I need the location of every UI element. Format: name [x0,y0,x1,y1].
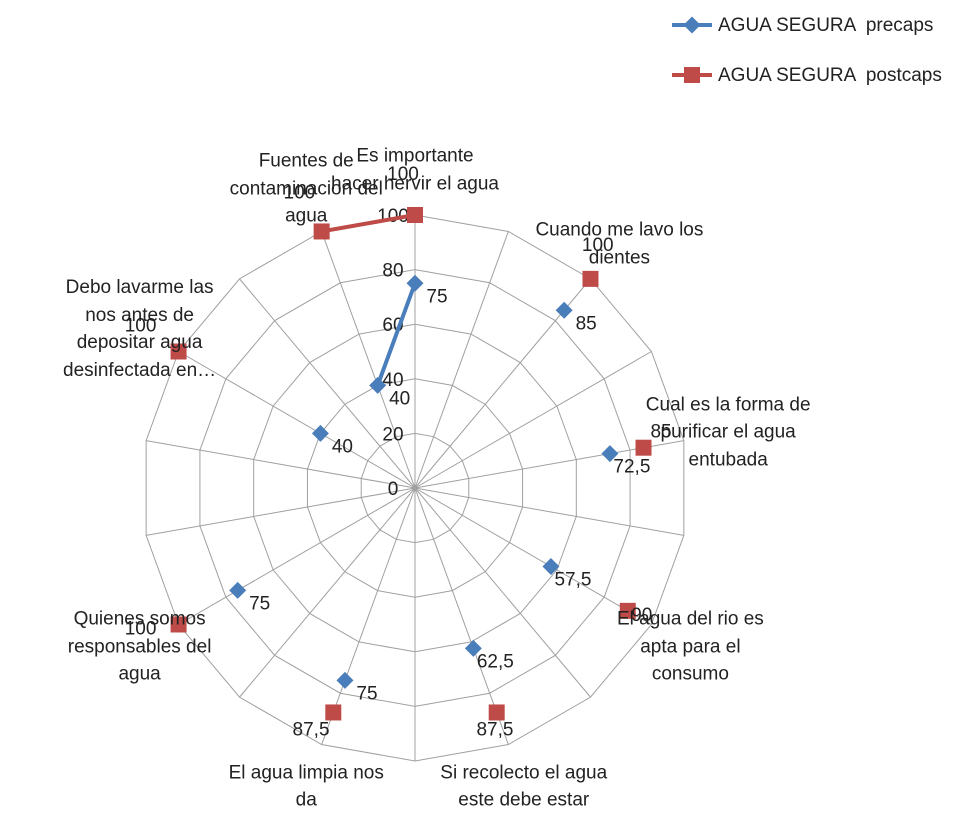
spoke [239,278,416,489]
marker [336,671,354,689]
marker [369,376,387,394]
axis-tick-label: 20 [382,424,403,445]
data-label: 40 [332,436,353,457]
data-label: 57,5 [554,570,591,591]
category-label: Es importante hacer hervir el agua [331,145,499,194]
data-label: 100 [125,316,157,337]
data-label: 100 [284,182,316,203]
marker [229,581,247,599]
marker [170,343,187,360]
data-label: 62,5 [477,651,514,672]
category-label: El agua del rio es apta para el consumo [616,608,764,685]
spoke [414,487,652,625]
spoke [414,231,509,489]
data-label: 87,5 [476,720,513,741]
marker [464,639,482,657]
category-label: Cual es la forma de purificar el agua en… [645,394,811,471]
marker [542,558,560,575]
data-label: 40 [389,388,410,409]
spoke [414,487,684,536]
axis-tick-label: 40 [382,370,403,391]
axis-tick-label: 0 [388,479,399,500]
spoke [321,487,416,745]
category-label: Fuentes de contaminacion del agua [229,150,383,227]
marker [555,301,573,319]
data-label: 87,5 [293,720,330,741]
marker [325,704,342,721]
marker [311,424,329,442]
marker [407,207,423,223]
series-line [375,282,417,387]
marker [601,445,619,463]
data-label: 75 [426,286,447,307]
axis-tick-label: 80 [382,261,403,282]
data-label: 90 [631,605,652,626]
marker [170,616,187,633]
data-label: 75 [356,683,377,704]
spoke [178,351,416,489]
spoke [414,487,591,698]
marker [619,602,636,619]
spoke [414,351,652,489]
spoke [414,487,509,745]
data-label: 85 [650,422,671,443]
legend-marker [683,16,701,34]
data-label: 100 [387,164,419,185]
data-label: 75 [249,593,270,614]
data-label: 85 [576,313,597,334]
series-line [321,213,416,234]
category-label: Debo lavarme las nos antes de depositar … [63,276,217,381]
spoke [146,440,416,489]
spoke [321,231,416,489]
spoke [178,487,416,625]
marker [582,270,599,287]
category-label: Cuando me lavo los dientes [535,219,704,269]
category-label: El agua limpia nos da [228,762,384,811]
marker [313,223,330,240]
spoke [146,487,416,536]
legend-label: AGUA SEGURA postcaps [718,65,942,86]
marker [488,704,505,721]
category-label: Si recolecto el agua este debe estar [440,762,608,811]
legend-label: AGUA SEGURA precaps [718,15,933,36]
category-label: Quienes somos responsables del agua [67,608,212,685]
data-label: 72,5 [613,457,650,478]
data-label: 100 [125,619,157,640]
marker [406,274,424,292]
data-label: 100 [582,235,614,256]
spoke [239,487,416,698]
marker [635,439,652,456]
legend-marker [684,67,700,83]
